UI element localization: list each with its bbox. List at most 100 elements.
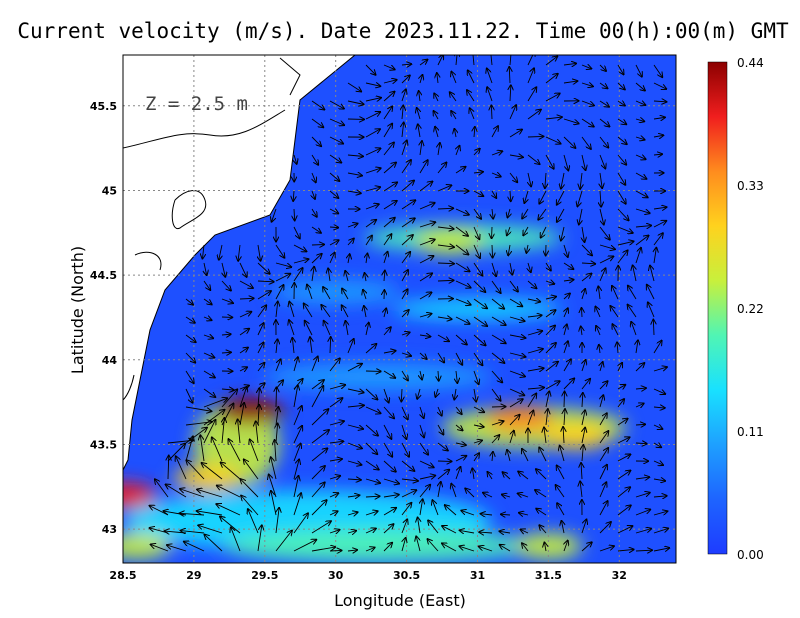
velocity-arrow (418, 518, 420, 534)
velocity-arrow (419, 460, 434, 467)
velocity-arrow (401, 503, 411, 516)
velocity-arrow (293, 268, 303, 282)
x-axis-ticks: 28.5 29 29.5 30 30.5 31 31.5 32 (109, 569, 627, 582)
velocity-arrow (538, 208, 547, 220)
velocity-arrow (467, 90, 475, 102)
velocity-arrow (257, 305, 266, 318)
velocity-arrow (345, 271, 348, 282)
velocity-arrow (492, 452, 493, 462)
velocity-arrow (490, 55, 493, 66)
velocity-arrow (509, 105, 516, 120)
velocity-arrow (633, 265, 636, 282)
velocity-arrow (599, 64, 606, 71)
velocity-arrow (181, 531, 205, 533)
velocity-arrow (455, 443, 466, 445)
velocity-arrow (244, 459, 259, 480)
x-tick-label: 31.5 (535, 569, 562, 582)
velocity-arrow (312, 267, 314, 282)
velocity-arrow (257, 343, 264, 354)
velocity-arrow (401, 332, 410, 335)
x-axis-title: Longitude (East) (334, 591, 466, 610)
velocity-arrow (418, 124, 420, 138)
velocity-arrow (272, 208, 277, 222)
velocity-arrow (311, 409, 328, 426)
velocity-arrow (365, 112, 380, 120)
velocity-arrow (635, 248, 641, 264)
velocity-arrow (582, 428, 585, 444)
velocity-arrow (276, 508, 279, 534)
velocity-arrow (419, 222, 435, 228)
velocity-arrow (461, 511, 475, 516)
velocity-arrow (363, 290, 366, 300)
velocity-arrow (305, 321, 313, 336)
velocity-arrow (581, 542, 592, 552)
velocity-arrow (473, 226, 479, 239)
velocity-arrow (454, 129, 456, 138)
velocity-arrow (539, 190, 547, 204)
velocity-arrow (635, 550, 652, 551)
velocity-arrow (180, 513, 205, 515)
velocity-arrow (365, 129, 380, 138)
colorbar (707, 61, 728, 555)
velocity-arrow (329, 550, 341, 551)
velocity-arrow (239, 262, 247, 277)
velocity-arrow (345, 321, 348, 336)
velocity-arrow (311, 500, 327, 516)
velocity-arrow (653, 367, 667, 372)
velocity-arrow (366, 323, 369, 336)
velocity-arrow (437, 317, 452, 319)
velocity-arrow (510, 262, 512, 275)
velocity-arrow (509, 370, 525, 376)
velocity-arrow (617, 208, 629, 220)
depth-annotation: Z = 2.5 m (145, 93, 248, 115)
velocity-arrow (250, 439, 259, 462)
velocity-arrow (564, 341, 568, 354)
velocity-arrow (580, 481, 582, 498)
velocity-arrow (510, 190, 511, 201)
velocity-arrow (419, 314, 431, 317)
velocity-arrow (545, 343, 556, 354)
velocity-arrow (401, 442, 409, 457)
velocity-arrow (635, 82, 645, 91)
velocity-arrow (365, 496, 379, 497)
velocity-arrow (329, 240, 339, 246)
velocity-arrow (401, 200, 415, 210)
velocity-arrow (437, 227, 454, 229)
velocity-arrow (617, 190, 626, 204)
velocity-arrow (455, 456, 466, 462)
velocity-arrow (401, 424, 406, 439)
velocity-arrow (271, 491, 277, 516)
velocity-arrow (617, 342, 618, 354)
velocity-arrow (329, 476, 340, 479)
velocity-arrow (329, 459, 342, 461)
velocity-arrow (653, 548, 669, 551)
velocity-arrow (527, 394, 536, 408)
velocity-arrow (545, 56, 557, 66)
velocity-arrow (473, 149, 480, 156)
velocity-arrow (563, 154, 568, 170)
velocity-arrow (257, 281, 274, 282)
velocity-arrow (365, 344, 376, 354)
velocity-arrow (617, 136, 627, 144)
velocity-arrow (455, 208, 469, 215)
velocity-arrow (311, 430, 329, 444)
velocity-arrow (561, 521, 564, 534)
velocity-arrow (545, 310, 556, 318)
velocity-arrow (203, 352, 214, 358)
velocity-arrow (635, 477, 649, 479)
velocity-arrow (455, 424, 463, 430)
velocity-arrow (155, 479, 169, 498)
velocity-arrow (617, 250, 628, 264)
velocity-arrow (401, 218, 415, 228)
velocity-arrow (257, 262, 270, 274)
velocity-arrow (635, 101, 645, 105)
velocity-arrow (617, 505, 631, 516)
plot-area: Z = 2.5 m (123, 55, 676, 563)
velocity-arrow (185, 370, 194, 383)
velocity-arrow (500, 545, 511, 552)
velocity-arrow (383, 142, 394, 156)
velocity-arrow (545, 136, 561, 144)
velocity-arrow (347, 155, 363, 156)
velocity-arrow (518, 471, 529, 480)
velocity-arrow (522, 449, 529, 462)
